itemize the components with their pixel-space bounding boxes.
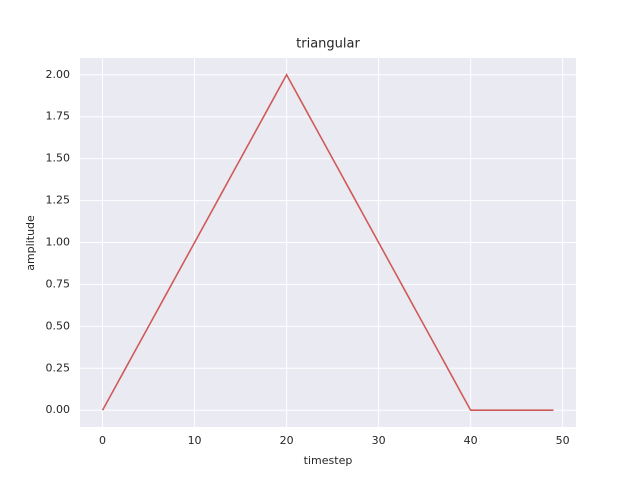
x-axis-label: timestep bbox=[304, 454, 353, 467]
x-tick-label: 40 bbox=[464, 434, 478, 447]
line bbox=[101, 73, 554, 412]
chart-title: triangular bbox=[296, 37, 360, 52]
x-tick-label: 20 bbox=[280, 434, 294, 447]
y-axis-label: amplitude bbox=[24, 215, 37, 271]
y-tick-label: 1.00 bbox=[46, 236, 71, 249]
y-tick-label: 1.75 bbox=[46, 110, 71, 123]
y-tick-label: 0.75 bbox=[46, 277, 71, 290]
y-tick-label: 0.00 bbox=[46, 403, 71, 416]
x-tick-label: 0 bbox=[99, 434, 106, 447]
y-tick-label: 0.50 bbox=[46, 319, 71, 332]
y-tick-label: 1.50 bbox=[46, 152, 71, 165]
x-tick-label: 30 bbox=[372, 434, 386, 447]
y-tick-label: 0.25 bbox=[46, 361, 71, 374]
x-tick-label: 50 bbox=[556, 434, 570, 447]
x-tick-label: 10 bbox=[188, 434, 202, 447]
y-tick-label: 1.25 bbox=[46, 194, 71, 207]
y-tick-label: 2.00 bbox=[46, 68, 71, 81]
